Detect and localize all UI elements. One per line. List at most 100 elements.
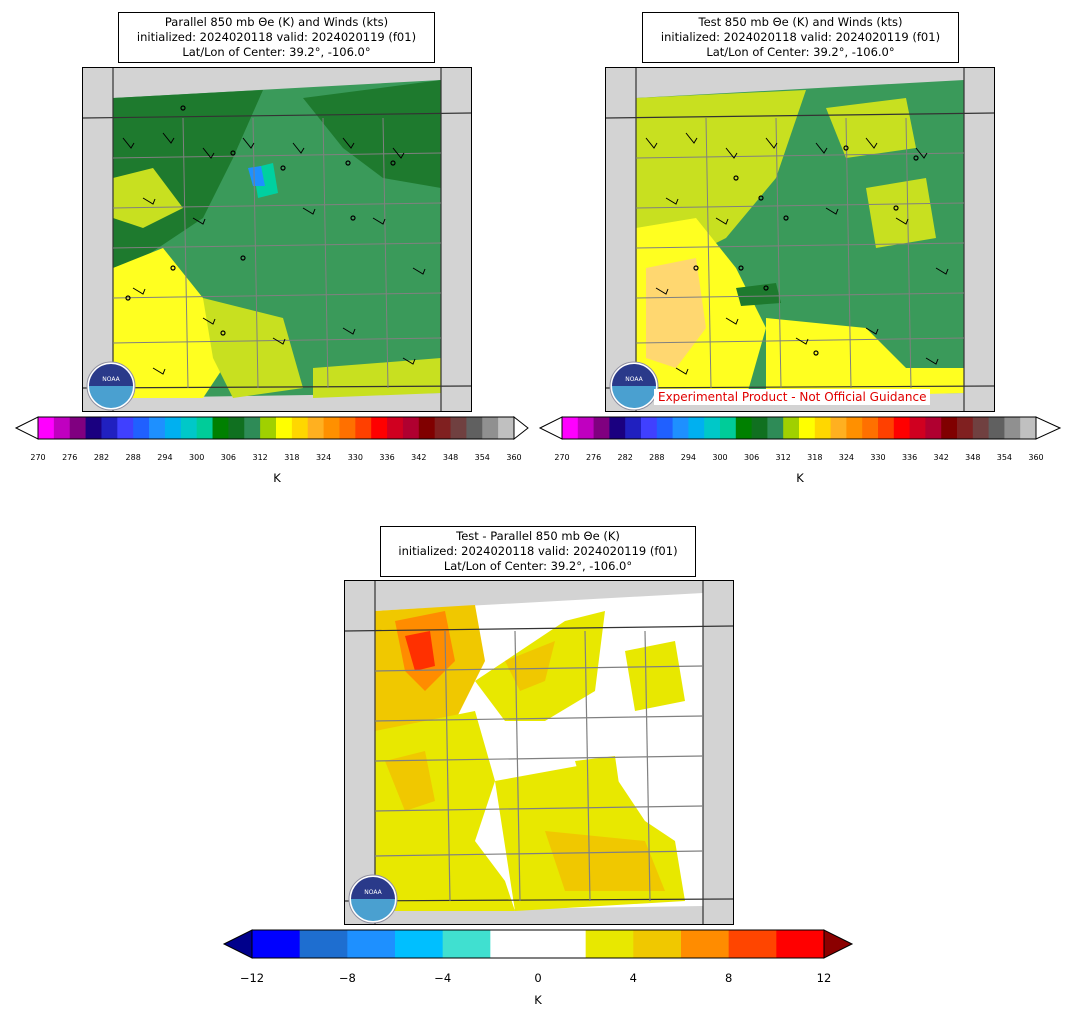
colorbar-cell <box>878 417 895 439</box>
colorbar-tick-label: 312 <box>252 453 268 462</box>
colorbar-cell <box>1004 417 1021 439</box>
colorbar-cell <box>720 417 737 439</box>
colorbar-tick-label: 318 <box>284 453 300 462</box>
svg-text:NOAA: NOAA <box>102 376 120 383</box>
colorbar-tick-label: 330 <box>347 453 363 462</box>
parallel-colorbar-label: K <box>273 471 281 485</box>
colorbar-tick-label: 342 <box>933 453 949 462</box>
colorbar-tick-label: 4 <box>629 971 637 985</box>
colorbar-tick-label: 360 <box>1028 453 1044 462</box>
test-title-line2: initialized: 2024020118 valid: 202402011… <box>660 30 941 44</box>
colorbar-cell <box>307 417 325 439</box>
colorbar-tick-label: 360 <box>506 453 522 462</box>
colorbar-cell <box>339 417 356 439</box>
difference-title: Test - Parallel 850 mb Θe (K) initialize… <box>380 526 696 577</box>
colorbar-cell <box>783 417 800 439</box>
colorbar-cell <box>862 417 879 439</box>
colorbar-tick-label: 354 <box>474 453 490 462</box>
colorbar-cell <box>212 417 229 439</box>
test-title: Test 850 mb Θe (K) and Winds (kts) initi… <box>642 12 959 63</box>
colorbar-cell <box>941 417 958 439</box>
colorbar-tick-label: 282 <box>617 453 633 462</box>
colorbar-cell <box>418 417 436 439</box>
colorbar-cell <box>846 417 863 439</box>
colorbar-tick-label: 294 <box>157 453 173 462</box>
colorbar-cell <box>625 417 642 439</box>
colorbar-tick-label: 306 <box>220 453 237 462</box>
colorbar-tick-label: 324 <box>838 453 855 462</box>
colorbar-cell <box>299 930 348 958</box>
test-colorbar-label: K <box>796 471 804 485</box>
experimental-disclaimer: Experimental Product - Not Official Guid… <box>654 389 931 405</box>
colorbar-cell <box>751 417 768 439</box>
colorbar-cell <box>704 417 721 439</box>
colorbar-cell <box>117 417 134 439</box>
colorbar-tick-label: 288 <box>125 453 141 462</box>
colorbar-cell <box>656 417 674 439</box>
colorbar-cell <box>830 417 847 439</box>
colorbar-cell <box>347 930 396 958</box>
colorbar-tick-label: 330 <box>870 453 886 462</box>
colorbar-cell <box>1020 417 1037 439</box>
svg-text:NOAA: NOAA <box>625 376 643 383</box>
colorbar-cell <box>228 417 245 439</box>
colorbar-cell <box>450 417 467 439</box>
colorbar-tick-label: 0 <box>534 971 542 985</box>
colorbar-tick-label: 354 <box>996 453 1013 462</box>
colorbar-cell <box>893 417 911 439</box>
colorbar-cell <box>609 417 626 439</box>
colorbar-cell <box>402 417 420 439</box>
colorbar-cell <box>577 417 595 439</box>
colorbar-tick-label: −4 <box>434 971 452 985</box>
colorbar-cell <box>395 930 444 958</box>
colorbar-cell <box>482 417 499 439</box>
colorbar-tick-label: 312 <box>775 453 791 462</box>
colorbar-cell <box>53 417 71 439</box>
colorbar-tick-label: 270 <box>30 453 46 462</box>
colorbar-cell <box>371 417 388 439</box>
difference-map: NOAA <box>344 580 734 925</box>
colorbar-cell <box>585 930 634 958</box>
colorbar-cell <box>688 417 705 439</box>
colorbar-tick-label: 8 <box>724 971 733 985</box>
colorbar-tick-label: 288 <box>649 453 665 462</box>
colorbar-cell <box>641 417 658 439</box>
colorbar-tick-label: 348 <box>965 453 981 462</box>
colorbar-cell <box>490 930 539 958</box>
colorbar-cell <box>498 417 515 439</box>
noaa-logo: NOAA <box>609 361 659 411</box>
test-colorbar <box>538 416 1062 440</box>
colorbar-cell <box>149 417 166 439</box>
colorbar-tick-label: 294 <box>680 453 697 462</box>
colorbar-cell <box>767 417 784 439</box>
colorbar-cell <box>728 930 777 958</box>
colorbar-cell <box>260 417 277 439</box>
colorbar-tick-label: −12 <box>239 971 265 985</box>
colorbar-cell <box>538 930 587 958</box>
noaa-logo: NOAA <box>86 361 136 411</box>
parallel-title-line2: initialized: 2024020118 valid: 202402011… <box>136 30 417 44</box>
colorbar-cell <box>799 417 816 439</box>
colorbar-tick-label: 276 <box>62 453 78 462</box>
colorbar-cell <box>133 417 150 439</box>
colorbar-cell <box>562 417 579 439</box>
test-title-line3: Lat/Lon of Center: 39.2°, -106.0° <box>706 45 895 59</box>
colorbar-cell <box>735 417 753 439</box>
colorbar-tick-label: 342 <box>411 453 427 462</box>
colorbar-cell <box>244 417 261 439</box>
colorbar-cell <box>355 417 372 439</box>
parallel-title-line3: Lat/Lon of Center: 39.2°, -106.0° <box>182 45 371 59</box>
colorbar-cell <box>466 417 483 439</box>
colorbar-tick-label: −8 <box>338 971 356 985</box>
colorbar-tick-label: 336 <box>901 453 918 462</box>
colorbar-cell <box>925 417 942 439</box>
colorbar-tick-label: 12 <box>816 971 832 985</box>
colorbar-cell <box>291 417 309 439</box>
colorbar-cell <box>434 417 452 439</box>
colorbar-cell <box>252 930 301 958</box>
colorbar-cell <box>776 930 825 958</box>
test-title-line1: Test 850 mb Θe (K) and Winds (kts) <box>698 15 903 29</box>
test-map: NOAA <box>605 67 995 412</box>
colorbar-tick-label: 270 <box>554 453 570 462</box>
colorbar-cell <box>180 417 198 439</box>
